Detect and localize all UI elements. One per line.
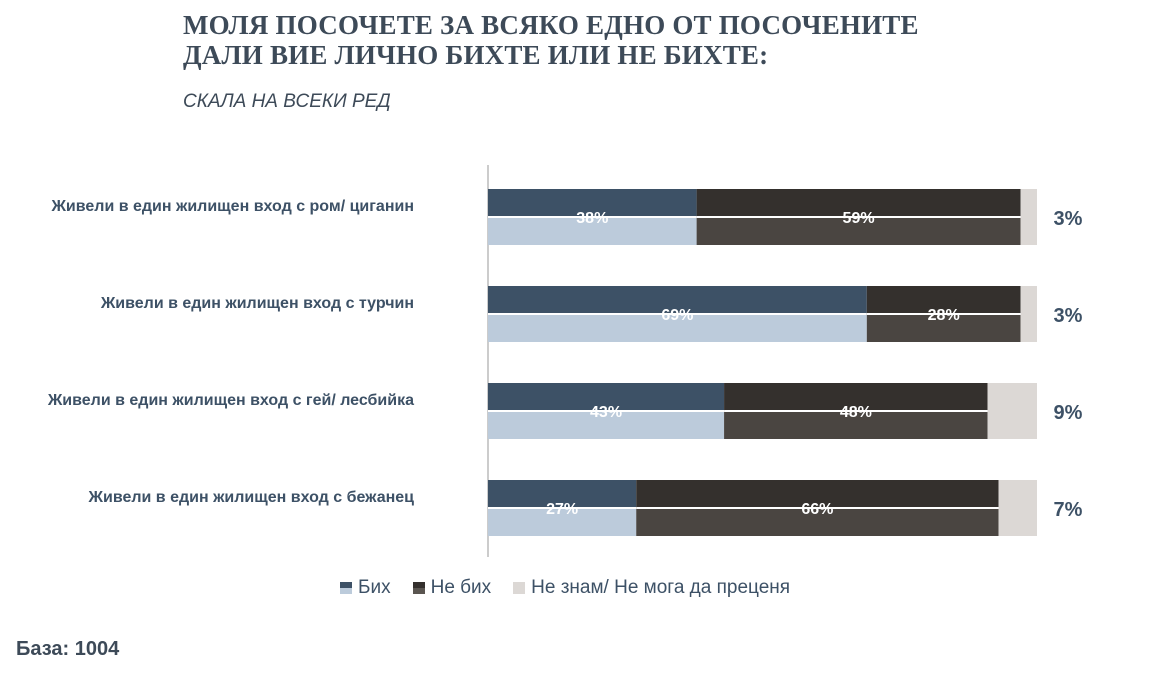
legend: Бих Не бих Не знам/ Не мога да преценя: [340, 577, 790, 599]
category-label: Живели в един жилищен вход с гей/ лесбий…: [47, 392, 414, 409]
bar-segment-top: [866, 286, 1021, 314]
bar-segment-top: [998, 480, 1037, 508]
data-label: 48%: [840, 404, 872, 421]
data-label: 3%: [1054, 305, 1083, 327]
bar-segment-bottom: [636, 508, 999, 536]
data-label: 59%: [843, 210, 875, 227]
title-line-1: МОЛЯ ПОСОЧЕТЕ ЗА ВСЯКО ЕДНО ОТ ПОСОЧЕНИТ…: [183, 10, 919, 40]
data-label: 28%: [928, 307, 960, 324]
bar-segment-top: [636, 480, 999, 508]
legend-swatch: [412, 582, 425, 594]
category-label: Живели в един жилищен вход с турчин: [100, 295, 414, 312]
data-label: 3%: [1054, 208, 1083, 230]
base-note: База: 1004: [16, 638, 120, 660]
bar-segment-top: [488, 480, 637, 508]
bar-segment-bottom: [696, 217, 1021, 245]
bar-segment-bottom: [1020, 217, 1037, 245]
legend-item-ne-bih: Не бих: [412, 577, 492, 599]
data-label: 9%: [1054, 402, 1083, 424]
title-line-2: ДАЛИ ВИЕ ЛИЧНО БИХТЕ ИЛИ НЕ БИХТЕ:: [183, 40, 769, 70]
data-label: 38%: [576, 210, 608, 227]
bar-segment-bottom: [488, 217, 697, 245]
bar-segment-top: [1020, 286, 1037, 314]
data-label: 69%: [661, 307, 693, 324]
chart-title: МОЛЯ ПОСОЧЕТЕ ЗА ВСЯКО ЕДНО ОТ ПОСОЧЕНИТ…: [183, 10, 919, 70]
data-label: 27%: [546, 501, 578, 518]
bar-segment-bottom: [1020, 314, 1037, 342]
legend-swatch: [513, 582, 526, 594]
bar-segment-top: [488, 286, 867, 314]
legend-label: Не бих: [430, 577, 492, 598]
bar-segment-top: [488, 189, 697, 217]
bar-segment-top: [1020, 189, 1037, 217]
bar-segment-bottom: [488, 411, 725, 439]
bar-segment-top: [488, 383, 725, 411]
legend-item-bih: Бих: [340, 577, 391, 599]
category-label: Живели в един жилищен вход с бежанец: [88, 489, 415, 506]
bar-segment-top: [987, 383, 1037, 411]
bar-segment-top: [696, 189, 1021, 217]
legend-swatch: [340, 582, 352, 594]
bar-segment-bottom: [488, 314, 867, 342]
data-label: 7%: [1054, 499, 1083, 521]
legend-label: Бих: [358, 577, 391, 598]
legend-item-unknown: Не знам/ Не мога да преценя: [513, 577, 790, 599]
data-label: 43%: [590, 404, 622, 421]
bar-segment-bottom: [724, 411, 988, 439]
data-label: 66%: [801, 501, 833, 518]
bar-segment-top: [724, 383, 988, 411]
category-label: Живели в един жилищен вход с ром/ цигани…: [50, 198, 414, 215]
bar-segment-bottom: [866, 314, 1021, 342]
bar-segment-bottom: [998, 508, 1037, 536]
bar-segment-bottom: [488, 508, 637, 536]
chart-subtitle: СКАЛА НА ВСЕКИ РЕД: [183, 91, 391, 112]
bar-segment-bottom: [987, 411, 1037, 439]
legend-label: Не знам/ Не мога да преценя: [531, 577, 791, 598]
